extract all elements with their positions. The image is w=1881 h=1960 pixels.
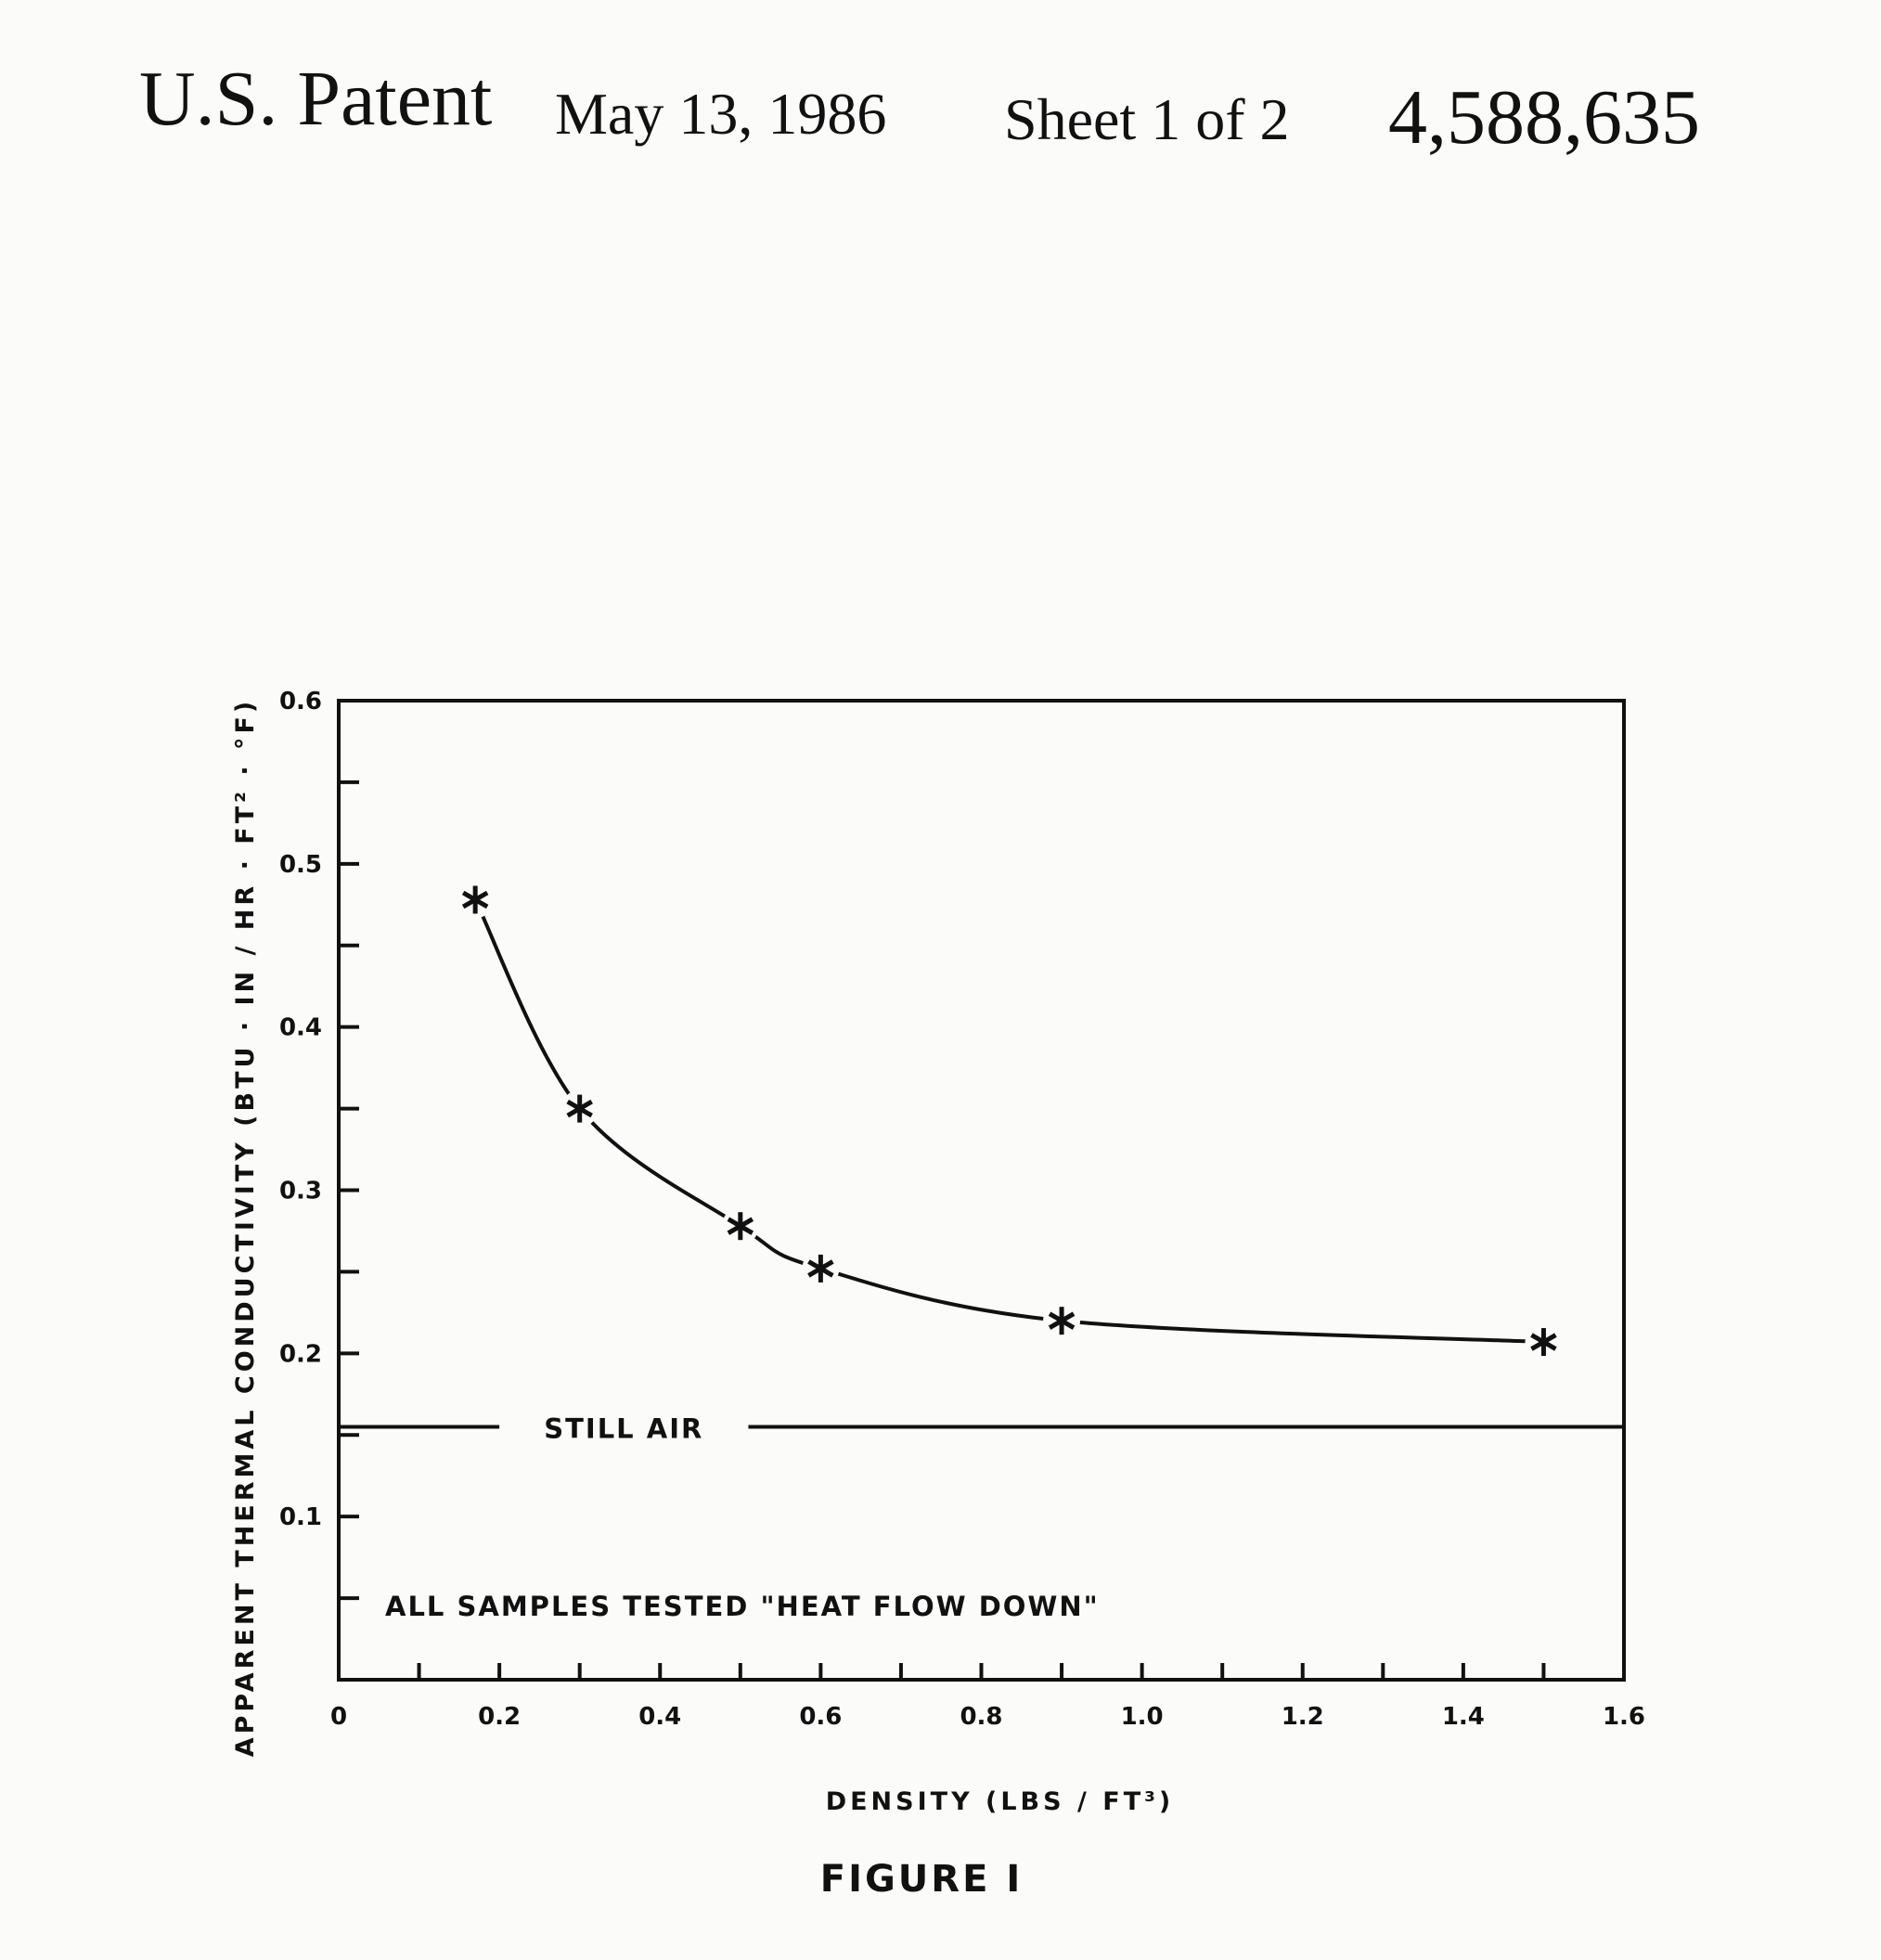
y-axis-title: APPARENT THERMAL CONDUCTIVITY (BTU · IN … [231, 698, 260, 1758]
data-point-marker [560, 1090, 599, 1128]
data-points [457, 881, 1563, 1361]
data-point-marker [802, 1249, 840, 1287]
plot-border [337, 699, 1626, 1682]
plot-frame [337, 699, 1626, 1682]
patent-date: May 13, 1986 [555, 81, 887, 147]
curve-line [473, 898, 1544, 1345]
x-tick-label: 0.8 [960, 1703, 1002, 1731]
figure-caption: FIGURE I [820, 1858, 1023, 1901]
x-tick-label: 0.4 [638, 1703, 681, 1731]
x-axis-ticks: 0 0.2 0.4 0.6 0.8 1.0 1.2 1.4 1.6 [330, 1663, 1645, 1731]
data-point-marker [721, 1207, 759, 1245]
y-tick-label: 0.1 [279, 1503, 322, 1531]
y-tick-label: 0.2 [279, 1340, 322, 1368]
y-tick-label: 0.3 [279, 1178, 322, 1206]
y-tick-label: 0.6 [279, 688, 322, 716]
still-air-label: STILL AIR [544, 1412, 703, 1444]
patent-number: 4,588,635 [1388, 74, 1700, 161]
sheet-number: Sheet 1 of 2 [1004, 86, 1290, 152]
patent-label: U.S. Patent [139, 56, 493, 142]
x-axis-title: DENSITY (LBS / FT³) [826, 1787, 1175, 1816]
y-tick-label: 0.4 [279, 1014, 322, 1042]
x-tick-label: 1.6 [1603, 1703, 1645, 1731]
x-tick-label: 1.0 [1121, 1703, 1164, 1731]
data-point-marker [1043, 1302, 1081, 1340]
x-tick-label: 1.2 [1282, 1703, 1324, 1731]
data-point-marker [457, 881, 495, 919]
test-condition-annotation: ALL SAMPLES TESTED "HEAT FLOW DOWN" [385, 1591, 1100, 1622]
data-point-marker [1525, 1323, 1563, 1361]
x-tick-label: 0 [330, 1703, 347, 1731]
x-tick-label: 0.2 [478, 1703, 521, 1731]
y-axis-ticks: 0.1 0.2 0.3 0.4 0.5 0.6 [279, 688, 359, 1601]
y-tick-label: 0.5 [279, 851, 322, 879]
x-tick-label: 1.4 [1442, 1703, 1485, 1731]
x-tick-label: 0.6 [799, 1703, 842, 1731]
still-air-reference: STILL AIR [339, 1412, 1624, 1444]
conductivity-curve [473, 898, 1544, 1345]
